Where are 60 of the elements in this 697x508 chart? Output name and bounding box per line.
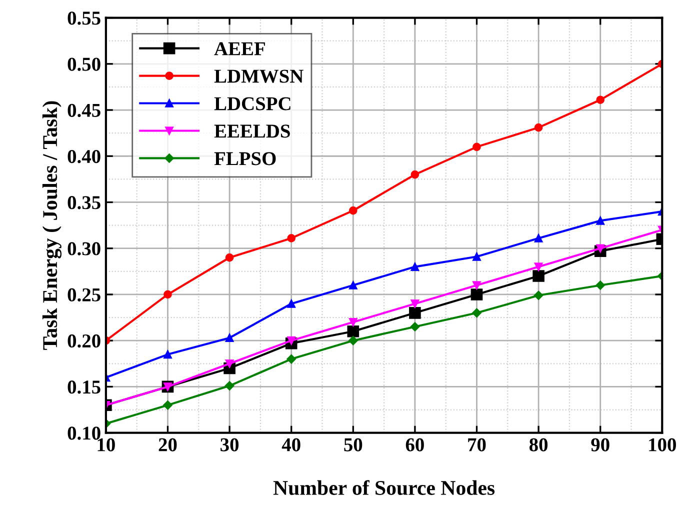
- x-tick-label: 30: [220, 438, 239, 452]
- point: [472, 281, 481, 290]
- x-tick-label: 10: [98, 438, 115, 452]
- point: [472, 308, 482, 318]
- y-tick-label: 0.55: [68, 12, 100, 25]
- x-tick-label: 20: [158, 438, 177, 452]
- point: [532, 270, 544, 282]
- point: [596, 216, 605, 225]
- point: [410, 300, 420, 308]
- point: [287, 300, 296, 308]
- legend-label: EEELDS: [214, 124, 290, 138]
- point: [287, 234, 296, 242]
- point: [596, 280, 605, 290]
- legend-label: LDCSPC: [214, 97, 290, 110]
- x-tick-label: 80: [529, 438, 548, 452]
- point: [225, 334, 234, 342]
- x-axis-title: Number of Source Nodes: [273, 480, 495, 496]
- point: [163, 400, 172, 410]
- y-tick-label: 0.25: [68, 288, 100, 302]
- point: [534, 123, 543, 132]
- x-tick-label: 100: [649, 438, 676, 452]
- legend-label: AEEF: [214, 42, 265, 56]
- x-tick-label: 40: [282, 438, 300, 452]
- x-tick-label: 50: [344, 438, 362, 452]
- y-tick-label: 0.40: [68, 150, 100, 164]
- point: [410, 262, 420, 271]
- point: [410, 170, 420, 179]
- point: [472, 142, 481, 152]
- x-tick-label: 90: [591, 438, 610, 452]
- legend-label: FLPSO: [214, 152, 276, 166]
- point: [225, 253, 234, 262]
- point: [596, 96, 605, 104]
- point: [164, 350, 172, 359]
- point: [534, 262, 543, 271]
- y-tick-label: 0.30: [68, 242, 100, 256]
- point: [410, 322, 420, 332]
- point: [534, 234, 543, 242]
- point: [348, 281, 358, 290]
- point: [534, 290, 544, 300]
- y-tick-label: 0.20: [68, 334, 100, 348]
- point: [348, 206, 358, 215]
- point: [472, 252, 481, 261]
- y-axis-title: Task Energy ( Joules / Task): [42, 101, 62, 350]
- point: [348, 318, 358, 326]
- y-tick-label: 0.45: [68, 104, 100, 118]
- y-tick-label: 0.50: [68, 58, 100, 71]
- point: [224, 381, 234, 390]
- point: [225, 359, 234, 368]
- point: [164, 290, 172, 299]
- x-tick-label: 60: [406, 438, 424, 452]
- y-tick-label: 0.10: [68, 426, 100, 440]
- point: [348, 336, 358, 346]
- point: [286, 354, 296, 364]
- legend-label: LDMWSN: [214, 70, 304, 83]
- x-tick-label: 70: [468, 438, 486, 452]
- point: [347, 325, 360, 338]
- y-tick-label: 0.15: [68, 380, 100, 394]
- point: [470, 288, 483, 300]
- y-tick-label: 0.35: [68, 196, 100, 210]
- point: [409, 307, 421, 319]
